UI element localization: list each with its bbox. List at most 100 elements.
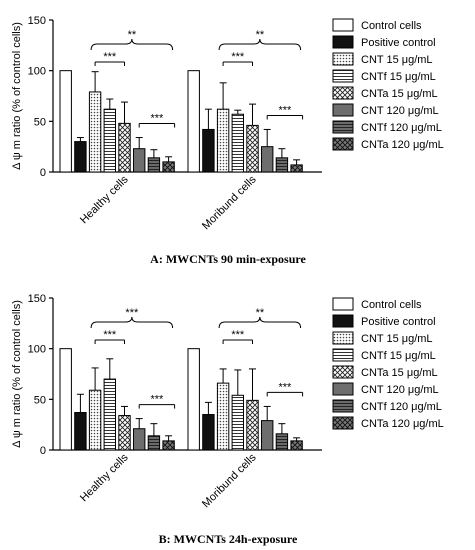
significance-label: *** xyxy=(231,329,245,341)
bar-positive-control-moribund-cells xyxy=(202,414,215,451)
significance-label: *** xyxy=(125,307,139,319)
bar-control-cells-healthy-cells xyxy=(59,348,72,451)
legend-swatch-cnt-15-ug-ml xyxy=(332,52,354,66)
legend-swatch-positive-control xyxy=(332,35,354,49)
chart-panel-b: 0 50 100 150 Δ ψ m ratio (% of control cells… xyxy=(11,293,322,510)
legend-swatch-cnta-120-ug-ml xyxy=(332,416,354,430)
legend-label-positive-control: Positive control xyxy=(361,37,436,49)
bar-cnt-120-ug-ml-healthy-cells xyxy=(133,148,146,173)
legend-label-cnt-120-ug-ml: CNT 120 μg/mL xyxy=(361,105,439,117)
legend-panel-a: Control cells Positive control CNT 15 μg/m… xyxy=(332,18,444,151)
significance-label: *** xyxy=(150,113,164,125)
legend-label-cntf-120-ug-ml: CNTf 120 μg/mL xyxy=(361,122,442,134)
legend-swatch-cntf-120-ug-ml xyxy=(332,399,354,413)
legend-label-cnta-120-ug-ml: CNTa 120 μg/mL xyxy=(361,418,444,430)
significance-label: ** xyxy=(256,307,265,319)
caption-panel-b: B: MWCNTs 24h-exposure xyxy=(159,532,298,546)
legend-panel-b: Control cells Positive control CNT 15 μg/m… xyxy=(332,297,444,430)
legend-swatch-cntf-15-ug-ml xyxy=(332,348,354,362)
chart-panel-a: 0 50 100 150 Δ ψ m ratio (% of control cells… xyxy=(11,15,322,232)
bar-cnt-15-ug-ml-moribund-cells xyxy=(216,382,230,451)
significance-label: *** xyxy=(150,394,164,406)
bar-cnt-15-ug-ml-moribund-cells xyxy=(216,108,230,173)
y-tick-label: 0 xyxy=(40,445,46,457)
bar-cnta-15-ug-ml-healthy-cells xyxy=(118,415,131,451)
significance-label: *** xyxy=(278,381,292,393)
bar-positive-control-moribund-cells xyxy=(202,128,215,173)
y-tick-label: 50 xyxy=(34,116,46,128)
bar-cntf-15-ug-ml-moribund-cells xyxy=(231,113,245,173)
legend-label-cnta-120-ug-ml: CNTa 120 μg/mL xyxy=(361,139,444,151)
legend-swatch-cnta-120-ug-ml xyxy=(332,137,354,151)
legend-swatch-cntf-120-ug-ml xyxy=(332,120,354,134)
y-tick-label: 100 xyxy=(28,344,46,356)
legend-swatch-cnt-120-ug-ml xyxy=(332,103,354,117)
category-label: Healthy cells xyxy=(78,451,131,504)
bar-cnta-120-ug-ml-moribund-cells xyxy=(290,440,303,451)
bar-cntf-120-ug-ml-healthy-cells xyxy=(147,435,161,451)
y-tick-label: 150 xyxy=(28,15,46,27)
significance-label: *** xyxy=(278,104,292,116)
legend-swatch-control-cells xyxy=(332,18,354,32)
significance-brace xyxy=(90,316,174,329)
y-axis-label: Δ ψ m ratio (% of control cells) xyxy=(11,22,23,170)
legend-label-cntf-15-ug-ml: CNTf 15 μg/mL xyxy=(361,71,436,83)
legend-swatch-cnt-120-ug-ml xyxy=(332,382,354,396)
caption-panel-a: A: MWCNTs 90 min-exposure xyxy=(150,252,306,266)
legend-swatch-control-cells xyxy=(332,297,354,311)
category-label: Healthy cells xyxy=(78,173,131,226)
category-label: Moribund cells xyxy=(200,173,259,232)
significance-brace xyxy=(90,38,174,51)
bar-control-cells-moribund-cells xyxy=(187,70,200,173)
bar-positive-control-healthy-cells xyxy=(74,141,87,173)
category-label: Moribund cells xyxy=(200,451,259,510)
significance-label: ** xyxy=(256,29,265,41)
significance-label: *** xyxy=(231,51,245,63)
bar-cnt-15-ug-ml-healthy-cells xyxy=(88,91,102,173)
bar-control-cells-moribund-cells xyxy=(187,348,200,451)
legend-label-control-cells: Control cells xyxy=(361,299,422,311)
significance-brace xyxy=(218,38,302,51)
legend-swatch-cntf-15-ug-ml xyxy=(332,69,354,83)
legend-label-cnt-15-ug-ml: CNT 15 μg/mL xyxy=(361,333,433,345)
bar-cntf-120-ug-ml-healthy-cells xyxy=(147,157,161,173)
bar-cnta-15-ug-ml-healthy-cells xyxy=(118,122,131,173)
bar-cnta-120-ug-ml-healthy-cells xyxy=(162,161,175,173)
legend-label-cntf-15-ug-ml: CNTf 15 μg/mL xyxy=(361,350,436,362)
y-axis-label: Δ ψ m ratio (% of control cells) xyxy=(11,300,23,448)
y-tick-label: 0 xyxy=(40,167,46,179)
bar-cntf-15-ug-ml-moribund-cells xyxy=(231,394,245,451)
y-tick-label: 50 xyxy=(34,394,46,406)
legend-swatch-positive-control xyxy=(332,314,354,328)
bar-cnta-15-ug-ml-moribund-cells xyxy=(246,124,259,173)
bar-positive-control-healthy-cells xyxy=(74,412,87,451)
significance-label: *** xyxy=(103,329,117,341)
significance-label: *** xyxy=(103,51,117,63)
legend-label-control-cells: Control cells xyxy=(361,20,422,32)
bar-cntf-120-ug-ml-moribund-cells xyxy=(275,433,289,451)
y-tick-label: 100 xyxy=(28,66,46,78)
legend-swatch-cnt-15-ug-ml xyxy=(332,331,354,345)
legend-label-positive-control: Positive control xyxy=(361,316,436,328)
bar-control-cells-healthy-cells xyxy=(59,70,72,173)
legend-label-cntf-120-ug-ml: CNTf 120 μg/mL xyxy=(361,401,442,413)
bar-cntf-15-ug-ml-healthy-cells xyxy=(103,108,116,173)
legend-label-cnta-15-ug-ml: CNTa 15 μg/mL xyxy=(361,367,438,379)
legend-label-cnt-15-ug-ml: CNT 15 μg/mL xyxy=(361,54,433,66)
bar-cnt-120-ug-ml-moribund-cells xyxy=(261,420,274,451)
bar-cnta-15-ug-ml-moribund-cells xyxy=(246,399,259,451)
bar-cnt-120-ug-ml-moribund-cells xyxy=(261,146,274,173)
bar-cnta-120-ug-ml-moribund-cells xyxy=(290,164,303,173)
bar-cntf-120-ug-ml-moribund-cells xyxy=(275,157,289,173)
bar-cntf-15-ug-ml-healthy-cells xyxy=(103,378,116,451)
y-tick-label: 150 xyxy=(28,293,46,305)
significance-brace xyxy=(218,316,302,329)
legend-swatch-cnta-15-ug-ml xyxy=(332,86,354,100)
legend-swatch-cnta-15-ug-ml xyxy=(332,365,354,379)
bar-cnta-120-ug-ml-healthy-cells xyxy=(162,440,175,451)
significance-label: ** xyxy=(128,29,137,41)
legend-label-cnt-120-ug-ml: CNT 120 μg/mL xyxy=(361,384,439,396)
bar-cnt-15-ug-ml-healthy-cells xyxy=(88,389,102,451)
bar-cnt-120-ug-ml-healthy-cells xyxy=(133,428,146,451)
